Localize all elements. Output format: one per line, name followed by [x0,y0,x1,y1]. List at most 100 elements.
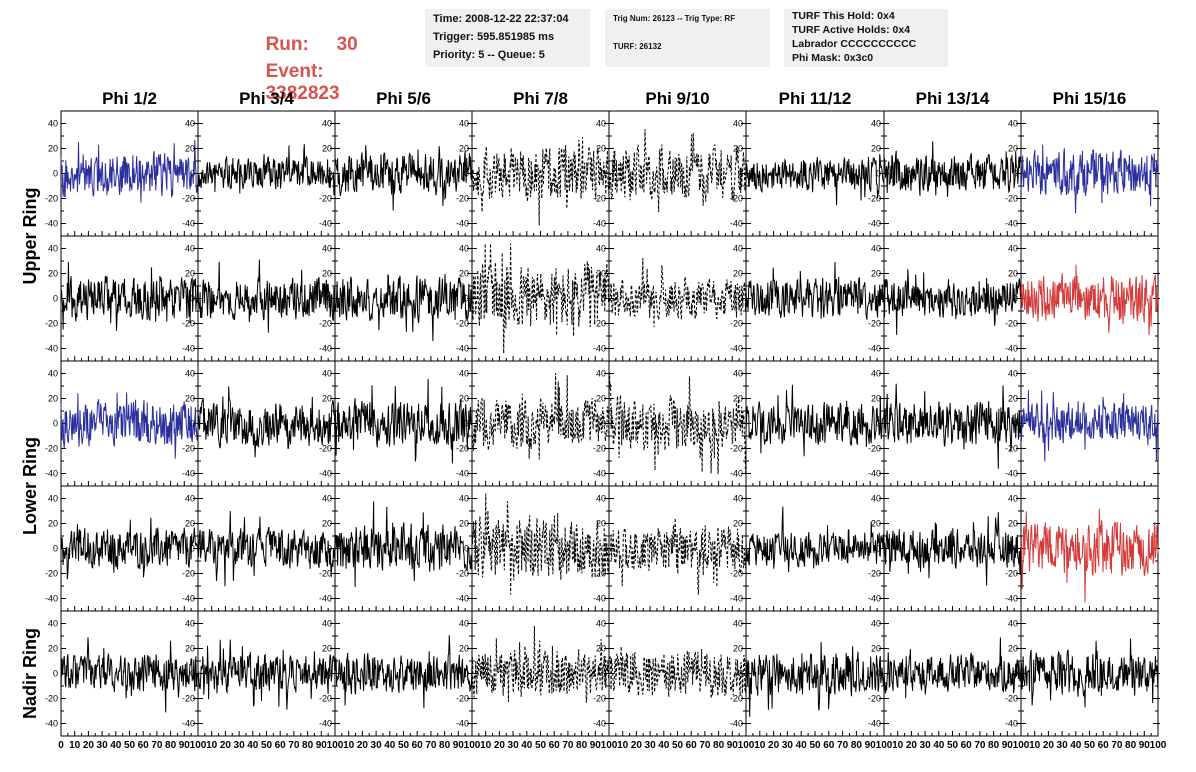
x-tick-label: 100 [1013,740,1030,751]
y-tick-label: -40 [1005,594,1018,604]
time-trigger-box: Time: 2008-12-22 22:37:04 Trigger: 595.8… [425,9,590,67]
waveform-trace [1020,144,1159,214]
waveform-trace [197,511,336,587]
x-tick-label: 50 [124,740,136,751]
y-tick-label: 20 [1008,644,1018,654]
y-tick-label: -40 [1005,344,1018,354]
y-tick-label: 0 [876,669,881,679]
y-tick-label: 20 [185,644,195,654]
y-tick-label: 40 [459,494,469,504]
y-tick-label: 0 [601,419,606,429]
x-tick-label: 60 [138,740,150,751]
y-tick-label: 0 [190,294,195,304]
x-tick-label: 20 [906,740,918,751]
column-title: Phi 9/10 [645,89,709,108]
x-tick-label: 50 [947,740,959,751]
x-tick-label: 30 [371,740,383,751]
y-tick-label: -20 [868,319,881,329]
time-text: Time: 2008-12-22 22:37:04 [433,13,569,25]
y-tick-label: 20 [733,144,743,154]
x-tick-label: 50 [1084,740,1096,751]
y-tick-label: -40 [319,594,332,604]
x-tick-label: 40 [796,740,808,751]
x-tick-label: 100 [190,740,207,751]
waveform-trace [60,261,199,331]
y-tick-label: -20 [730,319,743,329]
trigger-text: Trigger: 595.851985 ms [433,31,555,43]
y-tick-label: 0 [738,669,743,679]
y-tick-label: 20 [459,269,469,279]
x-tick-label: 70 [699,740,711,751]
y-tick-label: 40 [596,119,606,129]
y-tick-label: -20 [45,569,58,579]
y-tick-label: 20 [596,394,606,404]
y-tick-label: 0 [327,419,332,429]
y-tick-label: 40 [48,369,58,379]
y-tick-label: 20 [1008,144,1018,154]
y-tick-label: 20 [185,144,195,154]
y-tick-label: -40 [45,219,58,229]
x-tick-label: 90 [453,740,465,751]
x-tick-label: 80 [713,740,725,751]
x-tick-label: 10 [480,740,492,751]
x-tick-label: 20 [83,740,95,751]
y-tick-label: -20 [593,569,606,579]
y-tick-label: 20 [871,519,881,529]
y-tick-label: -20 [456,569,469,579]
panel-frame [471,610,610,737]
x-tick-label: 80 [1125,740,1137,751]
y-tick-label: 20 [48,519,58,529]
y-tick-label: 20 [185,394,195,404]
y-tick-label: 40 [459,369,469,379]
x-tick-label: 70 [1111,740,1123,751]
waveform-trace [60,637,199,713]
y-tick-label: 0 [1013,669,1018,679]
x-tick-label: 10 [69,740,81,751]
x-tick-label: 100 [1150,740,1167,751]
y-tick-label: -40 [1005,219,1018,229]
waveform-trace [883,637,1022,699]
waveform-trace [745,641,885,717]
x-tick-label: 80 [576,740,588,751]
y-tick-label: 40 [459,244,469,254]
x-tick-label: 80 [439,740,451,751]
x-tick-label: 60 [549,740,561,751]
waveform-trace [60,392,199,459]
y-tick-label: 0 [327,669,332,679]
x-tick-label: 20 [1043,740,1055,751]
x-tick-label: 90 [865,740,877,751]
waveform-trace [60,517,199,580]
x-tick-label: 10 [754,740,766,751]
event-label-text: Event: [265,61,324,82]
x-tick-label: 80 [988,740,1000,751]
y-tick-label: 0 [876,419,881,429]
y-tick-label: -40 [45,344,58,354]
y-tick-label: -20 [730,569,743,579]
y-tick-label: 20 [185,519,195,529]
x-tick-label: 100 [327,740,344,751]
waveform-trace [197,386,336,458]
y-tick-label: -40 [182,594,195,604]
y-tick-label: 40 [1008,119,1018,129]
x-tick-label: 90 [179,740,191,751]
x-tick-label: 30 [1057,740,1069,751]
y-tick-label: 0 [53,169,58,179]
x-tick-label: 20 [768,740,780,751]
x-tick-label: 80 [165,740,177,751]
y-tick-label: 0 [53,419,58,429]
y-tick-label: 20 [596,519,606,529]
waveform-trace [197,639,336,710]
x-tick-label: 50 [809,740,821,751]
y-tick-label: -40 [868,219,881,229]
waveform-trace [60,139,199,203]
column-title: Phi 15/16 [1053,89,1127,108]
run-label-text: Run: [265,34,309,55]
y-tick-label: 20 [48,144,58,154]
y-tick-label: -40 [456,219,469,229]
row-label: Lower Ring [20,437,40,535]
x-tick-label: 90 [1139,740,1151,751]
labrador-text: Labrador CCCCCCCCCC [792,38,917,50]
y-tick-label: 40 [48,244,58,254]
y-tick-label: -40 [456,719,469,729]
waveform-trace [608,646,747,699]
